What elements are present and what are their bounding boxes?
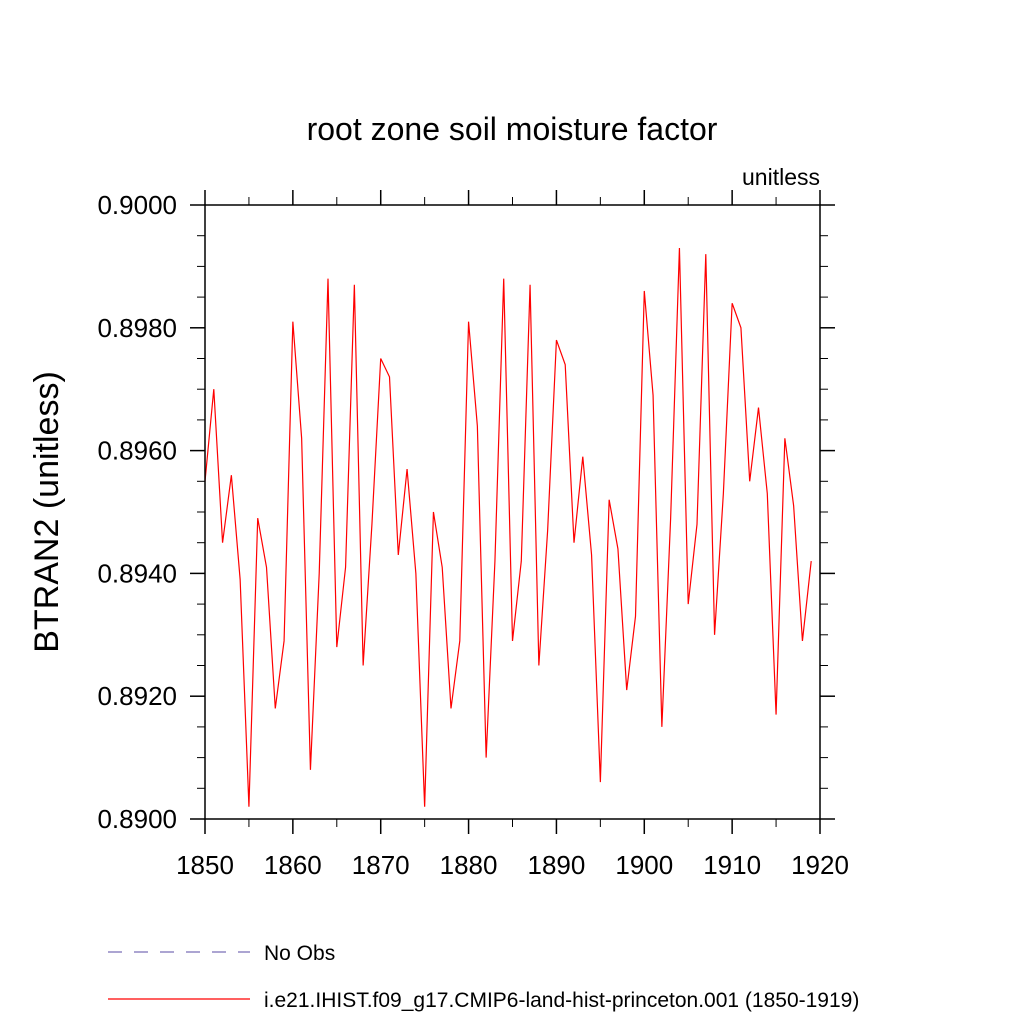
x-tick-label: 1910: [703, 850, 761, 880]
x-tick-label: 1860: [264, 850, 322, 880]
y-tick-label: 0.9000: [97, 190, 177, 220]
chart-title: root zone soil moisture factor: [307, 111, 718, 147]
legend-label: i.e21.IHIST.f09_g17.CMIP6-land-hist-prin…: [264, 989, 859, 1012]
y-tick-label: 0.8980: [97, 313, 177, 343]
x-tick-label: 1900: [615, 850, 673, 880]
y-axis-label: BTRAN2 (unitless): [28, 371, 66, 653]
x-tick-label: 1920: [791, 850, 849, 880]
y-tick-label: 0.8920: [97, 681, 177, 711]
x-tick-label: 1850: [176, 850, 234, 880]
y-tick-label: 0.8900: [97, 804, 177, 834]
y-tick-label: 0.8940: [97, 558, 177, 588]
plot-frame: [204, 204, 821, 820]
x-tick-labels: 1850 1860 1870 1880 1890 1900 1910 1920: [176, 850, 849, 880]
y-tick-label: 0.8960: [97, 436, 177, 466]
series-lines: [204, 247, 812, 807]
major-ticks: [190, 190, 835, 834]
y-tick-labels: 0.8900 0.8920 0.8940 0.8960 0.8980 0.9000: [97, 190, 177, 834]
x-tick-label: 1890: [528, 850, 586, 880]
units-label: unitless: [742, 164, 820, 190]
legend-label: No Obs: [264, 942, 335, 965]
x-tick-label: 1870: [352, 850, 410, 880]
legend: No Obs i.e21.IHIST.f09_g17.CMIP6-land-his…: [108, 942, 859, 1012]
x-tick-label: 1880: [440, 850, 498, 880]
minor-ticks: [197, 197, 828, 827]
series-line: [204, 247, 812, 807]
